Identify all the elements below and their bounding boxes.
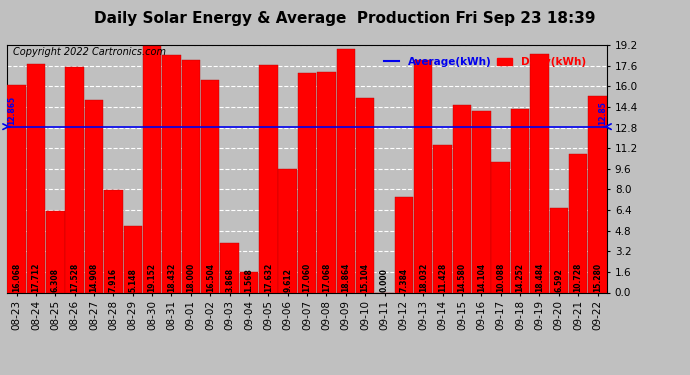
Text: 17.528: 17.528 bbox=[70, 262, 79, 292]
Text: 1.568: 1.568 bbox=[244, 268, 253, 292]
Bar bbox=[511, 109, 529, 292]
Bar bbox=[162, 55, 181, 292]
Bar bbox=[143, 46, 161, 292]
Text: 3.868: 3.868 bbox=[225, 268, 234, 292]
Bar bbox=[220, 243, 239, 292]
Text: 19.152: 19.152 bbox=[148, 263, 157, 292]
Text: 14.252: 14.252 bbox=[515, 263, 524, 292]
Bar bbox=[491, 162, 510, 292]
Bar bbox=[317, 72, 335, 292]
Bar bbox=[472, 111, 491, 292]
Text: 9.612: 9.612 bbox=[283, 268, 292, 292]
Text: 0.000: 0.000 bbox=[380, 268, 389, 292]
Text: 10.088: 10.088 bbox=[496, 262, 505, 292]
Bar bbox=[433, 145, 452, 292]
Bar bbox=[337, 50, 355, 292]
Bar bbox=[46, 211, 64, 292]
Text: 12.865: 12.865 bbox=[8, 96, 17, 125]
Text: 15.280: 15.280 bbox=[593, 263, 602, 292]
Text: 17.712: 17.712 bbox=[32, 262, 41, 292]
Bar bbox=[8, 86, 26, 292]
Text: 18.864: 18.864 bbox=[342, 262, 351, 292]
Text: 18.032: 18.032 bbox=[419, 262, 428, 292]
Bar bbox=[414, 60, 433, 292]
Bar bbox=[298, 73, 316, 292]
Text: 6.592: 6.592 bbox=[554, 268, 563, 292]
Text: 12.85: 12.85 bbox=[598, 102, 607, 125]
Bar bbox=[550, 207, 568, 292]
Bar bbox=[181, 60, 200, 292]
Text: 6.308: 6.308 bbox=[51, 268, 60, 292]
Bar bbox=[66, 66, 84, 292]
Text: 16.068: 16.068 bbox=[12, 262, 21, 292]
Text: 17.060: 17.060 bbox=[302, 262, 312, 292]
Text: 18.432: 18.432 bbox=[167, 262, 176, 292]
Bar bbox=[201, 80, 219, 292]
Text: Daily Solar Energy & Average  Production Fri Sep 23 18:39: Daily Solar Energy & Average Production … bbox=[95, 11, 595, 26]
Bar bbox=[239, 272, 258, 292]
Bar bbox=[279, 169, 297, 292]
Text: 17.068: 17.068 bbox=[322, 262, 331, 292]
Bar bbox=[27, 64, 45, 292]
Text: 14.908: 14.908 bbox=[90, 262, 99, 292]
Bar bbox=[124, 226, 142, 292]
Bar bbox=[104, 190, 123, 292]
Legend: Average(kWh), Daily(kWh): Average(kWh), Daily(kWh) bbox=[380, 53, 590, 71]
Text: 18.000: 18.000 bbox=[186, 262, 195, 292]
Bar bbox=[259, 65, 277, 292]
Text: 7.916: 7.916 bbox=[109, 268, 118, 292]
Text: 15.104: 15.104 bbox=[361, 263, 370, 292]
Bar bbox=[395, 197, 413, 292]
Text: 16.504: 16.504 bbox=[206, 263, 215, 292]
Bar bbox=[356, 98, 375, 292]
Text: 5.148: 5.148 bbox=[128, 268, 137, 292]
Text: 14.104: 14.104 bbox=[477, 263, 486, 292]
Text: 18.484: 18.484 bbox=[535, 262, 544, 292]
Bar bbox=[530, 54, 549, 292]
Text: 11.428: 11.428 bbox=[438, 262, 447, 292]
Bar bbox=[569, 154, 587, 292]
Bar bbox=[85, 100, 104, 292]
Bar bbox=[453, 105, 471, 292]
Text: 10.728: 10.728 bbox=[573, 262, 582, 292]
Text: Copyright 2022 Cartronics.com: Copyright 2022 Cartronics.com bbox=[13, 48, 166, 57]
Text: 17.632: 17.632 bbox=[264, 262, 273, 292]
Bar bbox=[589, 96, 607, 292]
Text: 7.384: 7.384 bbox=[400, 268, 408, 292]
Text: 14.580: 14.580 bbox=[457, 263, 466, 292]
